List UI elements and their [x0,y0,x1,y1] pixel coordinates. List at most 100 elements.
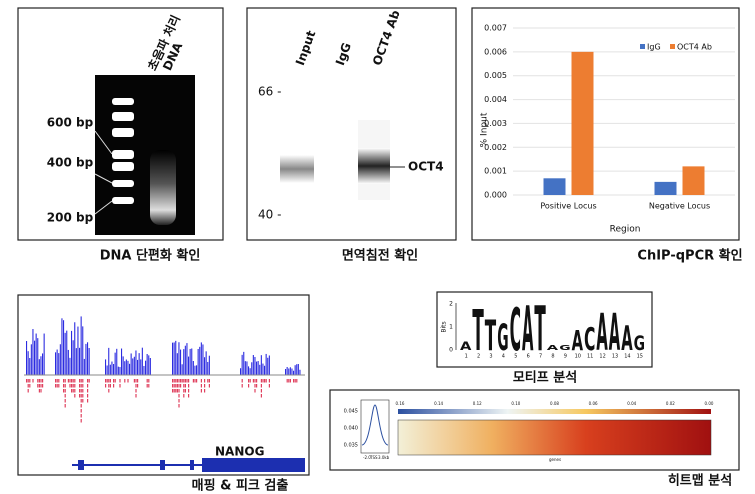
coverage-bar [80,316,82,375]
coverage-bar [146,353,148,375]
read [175,384,177,388]
coverage-bar [183,349,185,375]
coverage-bar [124,361,126,375]
coverage-bar [129,363,131,375]
coverage-bar [141,347,143,375]
colorbar-tick: 0.02 [666,401,675,406]
logo-position: 5 [514,354,517,360]
read [200,384,202,388]
read [87,389,89,393]
coverage-bar [288,368,290,375]
coverage-bar [175,340,177,375]
read [63,389,65,393]
coverage-bar [254,356,256,375]
read [200,389,202,393]
coverage-bar [140,359,142,375]
read [80,384,82,388]
bar [682,166,705,195]
logo-letter: C [584,322,595,358]
read [37,384,39,388]
read [268,379,270,383]
coverage-bar [299,369,301,375]
track-panel [17,294,310,476]
read [58,379,60,383]
coverage-bar [83,358,85,375]
read [264,379,266,383]
read [56,379,58,383]
read [40,389,42,393]
read [180,379,182,383]
coverage-bar [113,364,115,375]
colorbar-tick: 0.04 [627,401,636,406]
band [358,148,390,184]
coverage-bar [56,349,58,375]
coverage-bar [199,346,201,375]
x-tick-label: Negative Locus [649,202,710,211]
legend-label: IgG [647,43,661,52]
gel-image [95,75,195,235]
read [288,379,290,383]
colorbar-tick: 0.10 [511,401,520,406]
read [188,389,190,393]
read [172,389,174,393]
logo-position: 2 [477,354,480,360]
coverage-bar [149,358,151,375]
coverage-bar [268,355,270,375]
read [114,379,116,383]
coverage-bar [69,357,71,375]
profile-plot [360,399,390,454]
read [146,384,148,388]
coverage-bar [194,365,196,375]
read [87,379,89,383]
colorbar-tick: 0.08 [550,401,559,406]
logo-position: 1 [465,354,468,360]
read [80,399,82,403]
read [64,389,66,393]
read [127,379,129,383]
read [106,379,108,383]
read [56,384,58,388]
read [79,379,81,383]
read [183,389,185,393]
coverage-bar [42,353,44,375]
read [79,389,81,393]
coverage-bar [207,361,209,375]
read [82,389,84,393]
read [188,394,190,398]
coverage-bar [264,365,266,375]
colorbar-tick: 0.06 [589,401,598,406]
coverage-bar [205,351,207,375]
read [87,384,89,388]
read [108,389,110,393]
read [64,379,66,383]
read [178,389,180,393]
band [280,155,314,183]
read [175,389,177,393]
coverage-bar [58,353,60,375]
coverage-bar [108,347,110,375]
coverage-bar [172,342,174,375]
read [72,389,74,393]
coverage-bar [27,351,29,375]
coverage-bar [246,361,248,375]
coverage-bar [176,353,178,375]
coverage-bar [72,340,74,375]
x-tick-label: Positive Locus [540,202,596,211]
gene-label: NANOG [215,445,264,459]
read [173,379,175,383]
read [27,384,29,388]
logo-position: 11 [587,354,593,360]
read [55,379,57,383]
coverage-bar [37,338,39,375]
read [64,404,66,408]
read [124,379,126,383]
caption: ChIP-qPCR 확인 [637,248,742,264]
read [249,379,251,383]
caption: 면역침전 확인 [342,248,418,264]
read [254,384,256,388]
read [173,384,175,388]
read [71,389,73,393]
coverage-bar [26,341,28,375]
coverage-bar [29,358,31,375]
read [186,379,188,383]
